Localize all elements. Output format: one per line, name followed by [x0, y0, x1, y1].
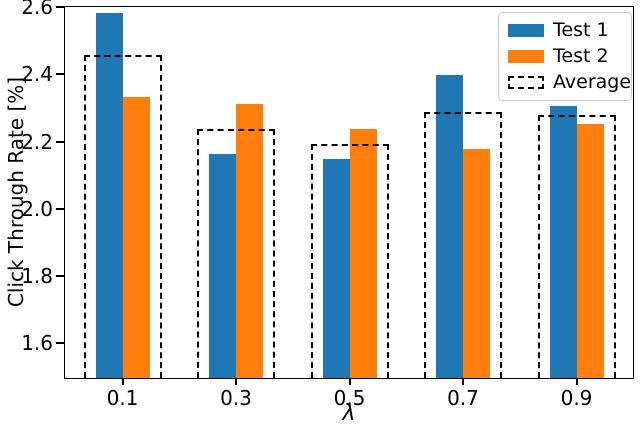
bar-test1-0.3: [209, 154, 236, 378]
legend-entry-test-1: Test 1: [508, 20, 623, 41]
y-tick-mark: [55, 342, 64, 345]
bar-test2-0.9: [576, 124, 604, 378]
average-box-0.3: [197, 129, 275, 378]
color-swatch-icon: [508, 24, 544, 37]
x-tick-label: 0.9: [560, 386, 593, 410]
y-tick-mark: [55, 207, 64, 210]
average-box-0.5: [310, 144, 389, 378]
x-tick-label: 0.1: [106, 386, 139, 410]
y-tick-label: 2.2: [21, 129, 53, 154]
bar-test1-0.7: [436, 75, 463, 378]
x-tick-mark: [121, 377, 124, 385]
bar-test1-0.5: [322, 159, 350, 378]
average-box-0.1: [83, 55, 162, 378]
bar-test1-0.1: [95, 13, 123, 378]
y-tick-mark: [55, 73, 64, 76]
color-swatch-icon: [508, 50, 544, 63]
legend: Test 1 Test 2 Average: [498, 12, 632, 101]
x-tick-mark: [575, 377, 578, 385]
bar-test1-0.9: [549, 105, 577, 378]
x-tick-label: 0.7: [447, 386, 479, 410]
average-box-0.7: [424, 112, 502, 378]
average-box-0.9: [537, 114, 616, 378]
bar-test2-0.7: [463, 149, 490, 378]
y-tick-label: 2.6: [21, 0, 53, 19]
y-tick-mark: [55, 6, 64, 8]
legend-label: Average: [553, 71, 632, 93]
x-axis-label: λ: [342, 401, 356, 426]
y-tick-label: 1.6: [21, 331, 53, 356]
plot-area: Test 1 Test 2 Average 1.6 1.8 2.0 2.2 2.4 2.6 0.…: [21, 0, 634, 410]
x-tick-label: 0.3: [220, 386, 252, 410]
legend-entry-test-2: Test 2: [508, 46, 623, 67]
bar-test2-0.5: [349, 129, 377, 378]
x-tick-label: 0.5: [333, 386, 366, 410]
bar-test2-0.1: [122, 97, 150, 378]
bar-test2-0.3: [236, 103, 263, 378]
legend-entry-average: Average: [508, 72, 631, 93]
y-tick-mark: [55, 275, 64, 278]
y-tick-label: 2.0: [21, 196, 53, 221]
legend-label: Test 2: [553, 45, 609, 67]
x-tick-mark: [235, 377, 237, 385]
y-tick-mark: [55, 140, 64, 143]
dashed-box-legend-icon: [508, 76, 544, 89]
y-tick-label: 2.4: [21, 62, 53, 87]
x-tick-mark: [462, 377, 464, 385]
legend-label: Test 1: [553, 19, 609, 41]
y-tick-label: 1.8: [21, 264, 53, 289]
x-tick-mark: [348, 377, 351, 385]
